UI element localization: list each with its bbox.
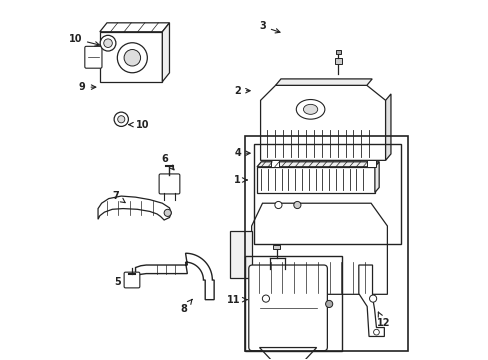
Circle shape — [325, 300, 332, 307]
Text: 2: 2 — [234, 86, 249, 96]
Circle shape — [373, 329, 379, 335]
Polygon shape — [260, 85, 385, 160]
Text: 10: 10 — [68, 34, 99, 46]
Text: 3: 3 — [259, 21, 280, 33]
Ellipse shape — [303, 104, 317, 114]
Bar — [272, 245, 280, 249]
Circle shape — [100, 35, 116, 51]
Bar — [254, 144, 400, 244]
Circle shape — [124, 50, 140, 66]
Circle shape — [118, 116, 124, 123]
Polygon shape — [135, 253, 214, 300]
Bar — [334, 58, 341, 64]
Polygon shape — [259, 347, 316, 360]
Polygon shape — [162, 23, 169, 82]
Bar — [270, 159, 279, 167]
Text: 8: 8 — [180, 299, 192, 314]
Text: 5: 5 — [114, 277, 135, 287]
Ellipse shape — [296, 99, 324, 119]
Polygon shape — [230, 230, 251, 278]
Text: 12: 12 — [376, 312, 389, 328]
Polygon shape — [100, 32, 162, 82]
Bar — [335, 50, 340, 54]
Text: 10: 10 — [128, 120, 149, 130]
Circle shape — [262, 295, 269, 302]
Text: 1: 1 — [234, 175, 246, 185]
Circle shape — [117, 43, 147, 73]
Circle shape — [293, 202, 300, 208]
Polygon shape — [374, 162, 378, 193]
Polygon shape — [275, 79, 371, 85]
FancyBboxPatch shape — [159, 174, 180, 194]
Polygon shape — [257, 162, 378, 167]
Polygon shape — [98, 196, 171, 220]
FancyBboxPatch shape — [84, 46, 102, 68]
Polygon shape — [251, 203, 386, 294]
Bar — [244, 136, 407, 351]
Text: 4: 4 — [234, 148, 249, 158]
Text: 7: 7 — [113, 191, 125, 203]
Circle shape — [369, 295, 376, 302]
Circle shape — [274, 202, 282, 208]
Circle shape — [103, 39, 112, 48]
Bar — [366, 159, 375, 167]
Polygon shape — [385, 94, 390, 160]
Polygon shape — [100, 23, 169, 32]
Polygon shape — [257, 167, 374, 193]
FancyBboxPatch shape — [248, 265, 326, 351]
Text: 11: 11 — [227, 295, 246, 305]
Circle shape — [114, 112, 128, 126]
Polygon shape — [358, 265, 384, 337]
Text: 6: 6 — [161, 154, 174, 170]
Circle shape — [164, 209, 171, 216]
Bar — [244, 256, 341, 351]
Text: 9: 9 — [79, 82, 96, 92]
FancyBboxPatch shape — [124, 272, 140, 288]
